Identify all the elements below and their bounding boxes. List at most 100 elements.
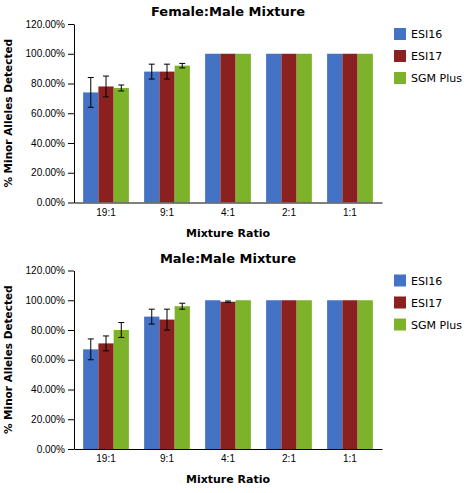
tick-label: 0.00% [37,444,65,455]
legend-swatch [394,319,406,331]
tick-label: 19:1 [96,453,116,464]
tick: 19:1 [96,453,116,464]
tick-label: 60.00% [31,108,65,119]
bar [144,317,159,449]
tick: 2:1 [282,207,296,218]
tick-label: 80.00% [31,78,65,89]
tick-label: 40.00% [31,138,65,149]
bar [297,300,312,449]
legend-item: SGM Plus [394,319,462,332]
tick: 9:1 [160,207,174,218]
axis-line [74,271,75,450]
bar [220,54,235,203]
error-bar [88,339,94,360]
title: Female:Male Mixture [151,4,305,19]
error-bar [149,64,155,79]
error-bar [118,323,124,338]
legend-item: ESI17 [394,50,442,63]
tick: 40.00% [31,384,74,395]
bar [236,300,251,449]
marks [83,300,373,449]
tick-label: 100.00% [26,295,66,306]
tick-label: 4:1 [221,453,235,464]
y-axis: 0.00%20.00%40.00%60.00%80.00%100.00%120.… [26,19,75,209]
legend-swatch [394,50,406,62]
bar [327,300,342,449]
error-bar [179,303,185,309]
legend: ESI16ESI17SGM Plus [394,28,462,85]
tick-label: 0.00% [37,197,65,208]
tick-label: 9:1 [160,453,174,464]
error-bar [118,85,124,91]
tick-label: 80.00% [31,325,65,336]
tick: 120.00% [26,265,74,276]
bar [159,320,174,449]
bar [281,54,296,203]
tick-mark [68,173,74,174]
x-axis: 19:19:14:12:11:1 [75,203,383,218]
tick: 40.00% [31,138,74,149]
error-bar [88,78,94,108]
x-axis: 19:19:14:12:11:1 [75,450,383,465]
tick-label: 20.00% [31,414,65,425]
tick-label: 120.00% [26,19,66,30]
bar [175,66,190,203]
bar [327,54,342,203]
bar-series [83,54,342,203]
tick-label: 2:1 [282,453,296,464]
legend-swatch [394,28,406,40]
axis-line [74,25,75,204]
tick-label: 19:1 [96,207,116,218]
tick-mark [68,203,74,204]
bar [144,72,159,203]
tick-label: 2:1 [282,207,296,218]
axis-line [75,203,383,204]
tick-label: 60.00% [31,354,65,365]
error-bar [149,309,155,324]
error-bar [103,336,109,351]
bar [175,306,190,449]
bar [205,300,220,449]
tick: 120.00% [26,19,74,30]
bar [114,330,129,449]
bar [83,92,98,202]
panel: 0.00% 20.00% 40.00% 60.00% 80.00% 100.00% 120.… [2,251,462,487]
tick: 2:1 [282,453,296,464]
x-axis-title: Mixture Ratio [186,473,271,486]
bar [83,349,98,449]
tick: 20.00% [31,414,74,425]
legend-label: ESI17 [411,297,442,310]
tick-label: 40.00% [31,384,65,395]
legend-item: ESI17 [394,297,442,310]
error-bar [164,64,170,79]
error-bar [179,63,185,67]
legend-label: ESI16 [411,28,442,41]
tick: 80.00% [31,325,74,336]
legend-swatch [394,275,406,287]
tick-label: 9:1 [160,207,174,218]
plot: 0.00%20.00%40.00%60.00%80.00%100.00%120.… [2,19,462,240]
tick: 9:1 [160,453,174,464]
error-bar [225,301,231,302]
marks [83,54,373,203]
tick-mark [68,113,74,114]
tick-label: 120.00% [26,265,66,276]
figure: 0.00% 20.00% 40.00% 60.00% 80.00% 100.00% 120.… [0,0,474,493]
bar [266,54,281,203]
bar [220,302,235,449]
tick-label: 20.00% [31,167,65,178]
tick-mark [68,419,74,420]
title: Male:Male Mixture [160,251,296,266]
tick-mark [68,54,74,55]
tick: 4:1 [221,207,235,218]
tick-mark [68,330,74,331]
bar-series [114,54,373,203]
bar-series [98,300,357,449]
tick-mark [68,390,74,391]
bar [98,343,113,449]
tick-mark [68,271,74,272]
y-axis-title: % Minor Alleles Detected [2,39,14,188]
legend-label: ESI16 [411,275,442,288]
bar [205,54,220,203]
bar [297,54,312,203]
